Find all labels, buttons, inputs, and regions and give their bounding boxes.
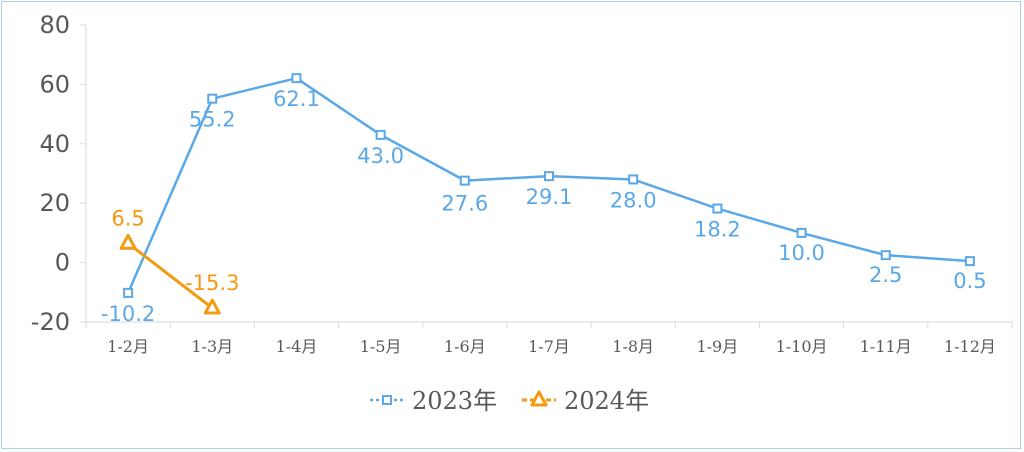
x-axis-ticks: 1-2月 1-3月 1-4月 1-5月 1-6月 1-7月 1-8月 1-9月 1-10月 1-1… bbox=[85, 322, 1013, 356]
data-point bbox=[880, 250, 891, 261]
y-tick-label: -20 bbox=[31, 308, 70, 336]
legend-label: 2024年 bbox=[564, 387, 649, 415]
data-label: 2.5 bbox=[869, 263, 902, 287]
series-layer bbox=[119, 73, 975, 315]
series-line bbox=[127, 242, 214, 310]
x-tick-label: 1-5月 bbox=[360, 337, 402, 356]
data-label: 55.2 bbox=[189, 108, 236, 132]
y-tick-label: 20 bbox=[39, 189, 70, 217]
y-tick-label: 0 bbox=[55, 249, 70, 277]
data-point bbox=[203, 298, 221, 315]
axes bbox=[85, 25, 1012, 323]
data-point bbox=[530, 390, 548, 407]
data-point bbox=[207, 93, 218, 104]
data-labels: -10.2 55.2 62.1 43.0 27.6 29.1 28.0 18.2 10.0 2.5… bbox=[101, 87, 987, 326]
legend: 2023年 2024年 bbox=[370, 387, 649, 415]
data-label: 18.2 bbox=[694, 218, 741, 242]
x-tick-label: 1-7月 bbox=[528, 337, 570, 356]
y-tick-label: 40 bbox=[39, 130, 70, 158]
data-point bbox=[382, 395, 392, 405]
data-label: 27.6 bbox=[441, 192, 488, 216]
data-point bbox=[628, 174, 639, 185]
x-tick-label: 1-2月 bbox=[107, 337, 149, 356]
data-point bbox=[123, 287, 134, 298]
x-tick-label: 1-10月 bbox=[776, 337, 828, 356]
x-tick-label: 1-12月 bbox=[944, 337, 996, 356]
data-point bbox=[544, 171, 554, 182]
x-tick-label: 1-11月 bbox=[860, 337, 912, 356]
data-label: 62.1 bbox=[273, 87, 320, 111]
y-axis-ticks: 80 60 40 20 0 -20 bbox=[31, 11, 86, 336]
data-label: 28.0 bbox=[610, 188, 657, 212]
data-label: 43.0 bbox=[357, 144, 404, 168]
legend-label: 2023年 bbox=[412, 387, 497, 415]
data-point bbox=[119, 233, 137, 250]
data-label: 6.5 bbox=[111, 206, 144, 230]
y-tick-label: 60 bbox=[39, 70, 70, 98]
x-tick-label: 1-3月 bbox=[191, 337, 233, 356]
x-tick-label: 1-9月 bbox=[696, 337, 738, 356]
data-point bbox=[375, 129, 386, 140]
x-tick-label: 1-6月 bbox=[444, 337, 486, 356]
x-tick-label: 1-4月 bbox=[276, 337, 318, 356]
data-point bbox=[964, 256, 975, 267]
data-label: 29.1 bbox=[526, 185, 573, 209]
data-point bbox=[712, 203, 723, 214]
data-point bbox=[459, 175, 470, 186]
data-point bbox=[291, 73, 302, 84]
x-tick-label: 1-8月 bbox=[612, 337, 654, 356]
data-label: 10.0 bbox=[778, 241, 825, 265]
y-tick-label: 80 bbox=[39, 11, 70, 39]
data-label: -10.2 bbox=[101, 302, 155, 326]
data-label: 0.5 bbox=[953, 269, 986, 293]
data-point bbox=[796, 227, 807, 238]
data-label: -15.3 bbox=[185, 271, 239, 295]
